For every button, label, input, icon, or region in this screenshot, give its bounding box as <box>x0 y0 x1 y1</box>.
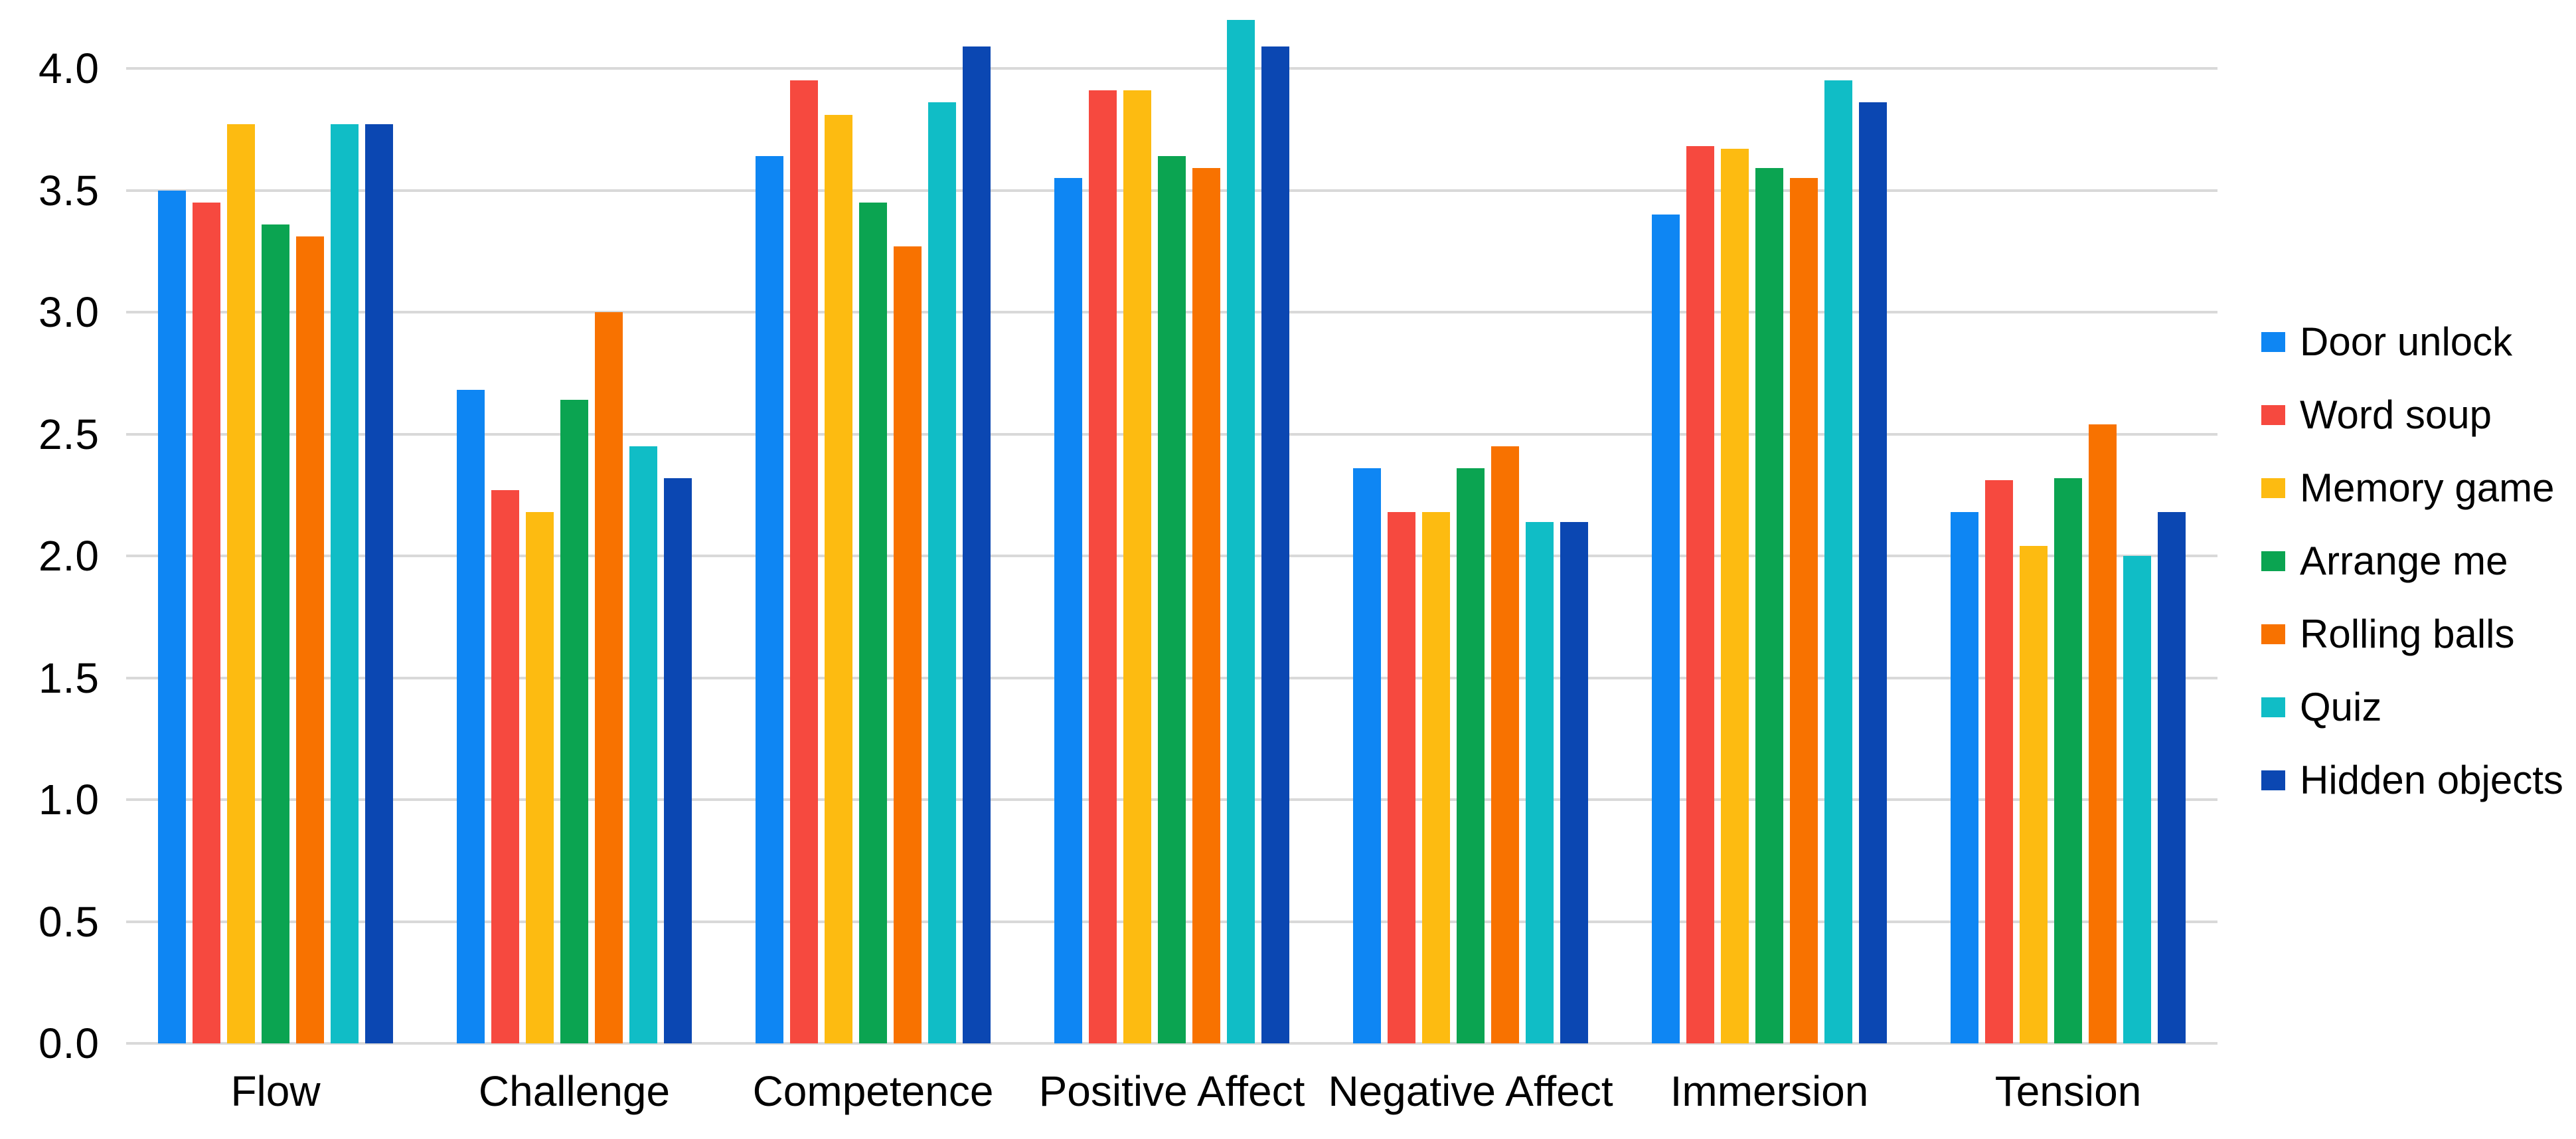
bar <box>1422 511 1450 1043</box>
bar <box>2054 478 2082 1043</box>
legend-label: Arrange me <box>2300 539 2508 583</box>
x-category-label: Flow <box>230 1067 321 1115</box>
legend-swatch-word-soup <box>2261 405 2285 425</box>
legend-label: Memory game <box>2300 466 2555 510</box>
bar <box>1388 511 1415 1043</box>
bar <box>1652 215 1680 1043</box>
bar <box>193 202 220 1043</box>
bar <box>1859 102 1887 1043</box>
y-tick-label: 2.5 <box>39 410 100 458</box>
bar <box>1457 468 1485 1043</box>
bar <box>560 400 588 1043</box>
bar <box>790 80 818 1043</box>
bar <box>2158 511 2186 1043</box>
bar <box>894 246 922 1043</box>
y-tick-label: 1.0 <box>39 776 100 824</box>
bar <box>1261 46 1289 1043</box>
y-tick-label: 1.5 <box>39 654 100 702</box>
bar <box>1089 90 1117 1043</box>
bar <box>859 202 887 1043</box>
bar <box>1227 19 1255 1043</box>
bar <box>1526 521 1554 1043</box>
bar <box>457 390 485 1043</box>
legend-label: Quiz <box>2300 685 2382 729</box>
bar <box>1686 146 1714 1043</box>
bar <box>262 224 289 1043</box>
bar <box>526 511 554 1043</box>
bar <box>491 489 519 1043</box>
bar <box>928 102 956 1043</box>
bar <box>1824 80 1852 1043</box>
legend-swatch-arrange-me <box>2261 551 2285 571</box>
y-tick-label: 2.0 <box>39 532 100 580</box>
bar <box>2089 424 2117 1043</box>
bar <box>1985 480 2013 1043</box>
bar <box>1560 521 1588 1043</box>
x-category-label: Immersion <box>1670 1067 1869 1115</box>
bar <box>825 114 852 1043</box>
bar <box>756 156 783 1043</box>
bar <box>1353 468 1381 1043</box>
legend-label: Hidden objects <box>2300 758 2563 802</box>
bar <box>1951 511 1978 1043</box>
y-tick-label: 3.5 <box>39 166 100 215</box>
y-tick-label: 3.0 <box>39 288 100 336</box>
gridline <box>126 67 2217 70</box>
bar <box>227 124 255 1043</box>
legend-swatch-quiz <box>2261 697 2285 717</box>
bar <box>1192 168 1220 1043</box>
bar <box>963 46 991 1043</box>
bar <box>1790 178 1818 1043</box>
bar <box>296 236 324 1043</box>
legend-swatch-door-unlock <box>2261 332 2285 352</box>
legend-label: Rolling balls <box>2300 612 2515 656</box>
bar <box>2123 556 2151 1043</box>
bar <box>1123 90 1151 1043</box>
legend-swatch-hidden-objects <box>2261 770 2285 790</box>
bar <box>1054 178 1082 1043</box>
legend-label: Door unlock <box>2300 319 2513 364</box>
bar <box>1755 168 1783 1043</box>
legend-swatch-memory-game <box>2261 478 2285 498</box>
bar <box>365 124 393 1043</box>
bar <box>595 312 623 1043</box>
bar <box>664 478 692 1043</box>
x-category-label: Negative Affect <box>1328 1067 1613 1115</box>
legend-swatch-rolling-balls <box>2261 624 2285 644</box>
bar <box>629 446 657 1043</box>
bar <box>331 124 359 1043</box>
bar <box>1158 156 1186 1043</box>
y-tick-label: 0.0 <box>39 1019 100 1067</box>
bar <box>1721 149 1749 1043</box>
x-category-label: Competence <box>752 1067 994 1115</box>
y-tick-label: 4.0 <box>39 44 100 92</box>
x-category-label: Challenge <box>478 1067 671 1115</box>
bar <box>1491 446 1519 1043</box>
gridline <box>126 1042 2217 1045</box>
bar <box>2020 546 2048 1043</box>
legend-label: Word soup <box>2300 393 2492 437</box>
x-category-label: Positive Affect <box>1038 1067 1305 1115</box>
y-tick-label: 0.5 <box>39 897 100 946</box>
x-category-label: Tension <box>1994 1067 2142 1115</box>
bar <box>158 190 186 1043</box>
